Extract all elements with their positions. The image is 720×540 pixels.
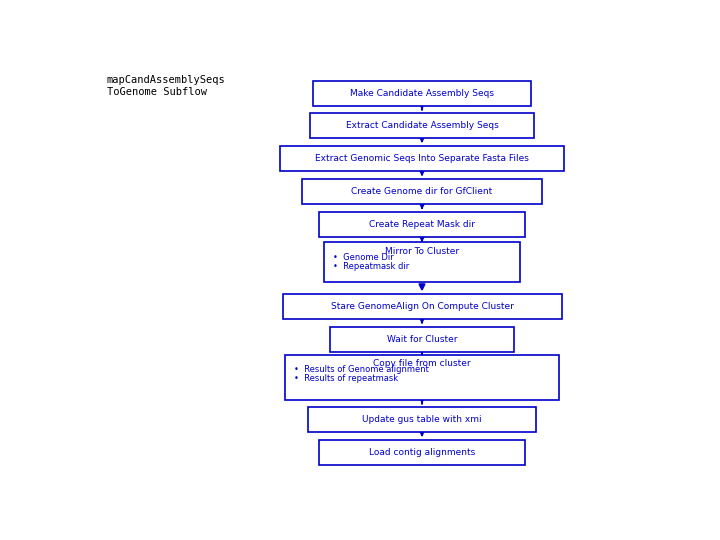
Text: mapCandAssemblySeqs
ToGenome Subflow: mapCandAssemblySeqs ToGenome Subflow	[107, 75, 225, 97]
FancyBboxPatch shape	[307, 407, 536, 431]
FancyBboxPatch shape	[302, 179, 542, 204]
FancyBboxPatch shape	[330, 327, 514, 352]
Text: Make Candidate Assembly Seqs: Make Candidate Assembly Seqs	[350, 90, 494, 98]
Text: Stare GenomeAlign On Compute Cluster: Stare GenomeAlign On Compute Cluster	[330, 302, 513, 311]
FancyBboxPatch shape	[319, 440, 526, 465]
Text: Wait for Cluster: Wait for Cluster	[387, 335, 457, 344]
Text: Create Genome dir for GfClient: Create Genome dir for GfClient	[351, 187, 492, 196]
Text: Create Repeat Mask dir: Create Repeat Mask dir	[369, 220, 475, 230]
FancyBboxPatch shape	[313, 82, 531, 106]
Text: Extract Genomic Seqs Into Separate Fasta Files: Extract Genomic Seqs Into Separate Fasta…	[315, 154, 529, 163]
Text: Copy file from cluster: Copy file from cluster	[373, 359, 471, 368]
FancyBboxPatch shape	[310, 113, 534, 138]
Text: Load contig alignments: Load contig alignments	[369, 448, 475, 457]
Text: •  Results of Genome alignment: • Results of Genome alignment	[294, 365, 428, 374]
Text: Update gus table with xmi: Update gus table with xmi	[362, 415, 482, 423]
FancyBboxPatch shape	[282, 294, 562, 319]
Text: Extract Candidate Assembly Seqs: Extract Candidate Assembly Seqs	[346, 120, 498, 130]
Text: •  Results of repeatmask: • Results of repeatmask	[294, 374, 397, 383]
Text: •  Genome Dir: • Genome Dir	[333, 253, 394, 262]
Text: •  Repeatmask dir: • Repeatmask dir	[333, 262, 409, 271]
FancyBboxPatch shape	[324, 242, 520, 282]
FancyBboxPatch shape	[319, 212, 526, 238]
FancyBboxPatch shape	[285, 355, 559, 400]
FancyBboxPatch shape	[279, 146, 564, 171]
Text: Mirror To Cluster: Mirror To Cluster	[385, 246, 459, 255]
